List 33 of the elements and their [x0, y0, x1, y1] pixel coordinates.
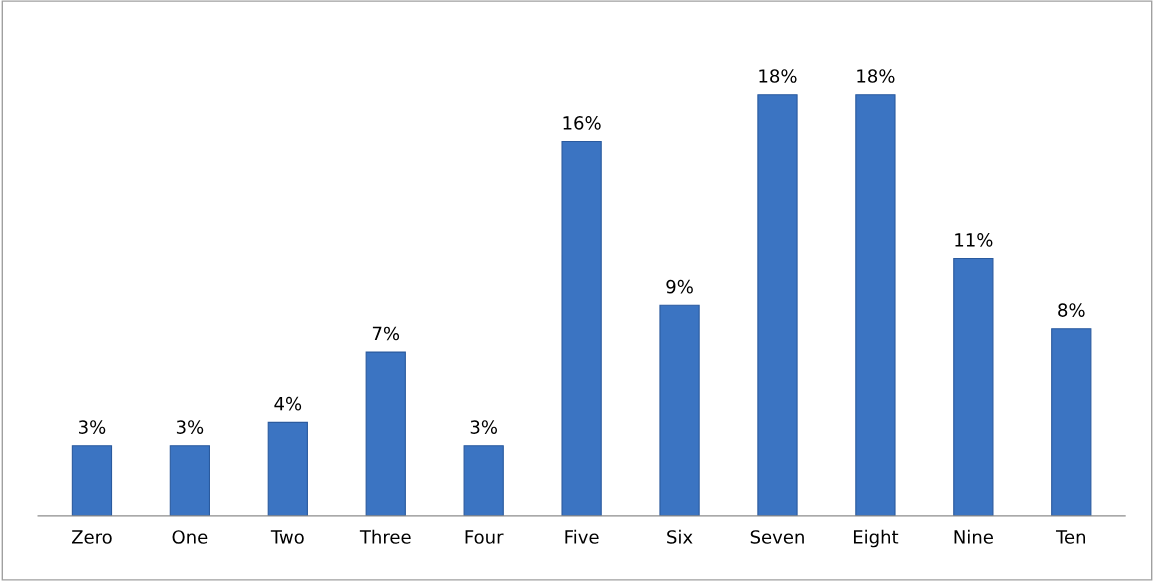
data-label: 18% — [857, 69, 895, 83]
bar — [1051, 328, 1092, 516]
data-label: 3% — [176, 420, 204, 434]
x-tick-label: Seven — [750, 530, 804, 544]
data-label: 8% — [1058, 303, 1085, 317]
bar — [855, 94, 896, 516]
x-tick-label: Six — [667, 529, 693, 544]
data-label: 3% — [470, 420, 498, 434]
bar — [169, 445, 211, 516]
bar — [365, 351, 406, 516]
bar — [267, 421, 308, 516]
bar — [659, 304, 700, 516]
bar — [463, 445, 504, 516]
data-label: 18% — [759, 69, 797, 83]
bar — [953, 257, 994, 516]
x-tick-label: Nine — [954, 529, 993, 544]
data-label: 16% — [563, 116, 601, 130]
bar — [71, 445, 113, 516]
bar — [757, 94, 798, 516]
data-label: 3% — [79, 420, 106, 434]
x-tick-label: Two — [270, 530, 304, 544]
x-tick-label: Ten — [1055, 530, 1086, 544]
bar — [561, 140, 602, 516]
x-tick-label: Eight — [853, 529, 899, 548]
x-tick-label: Five — [565, 529, 599, 544]
x-tick-label: One — [172, 530, 208, 544]
data-label: 4% — [274, 396, 302, 411]
x-tick-label: Zero — [71, 530, 112, 544]
data-label: 11% — [955, 233, 993, 247]
x-tick-label: Four — [465, 530, 504, 544]
data-label: 7% — [372, 326, 400, 341]
x-tick-label: Three — [359, 529, 411, 544]
data-label: 9% — [666, 279, 693, 294]
